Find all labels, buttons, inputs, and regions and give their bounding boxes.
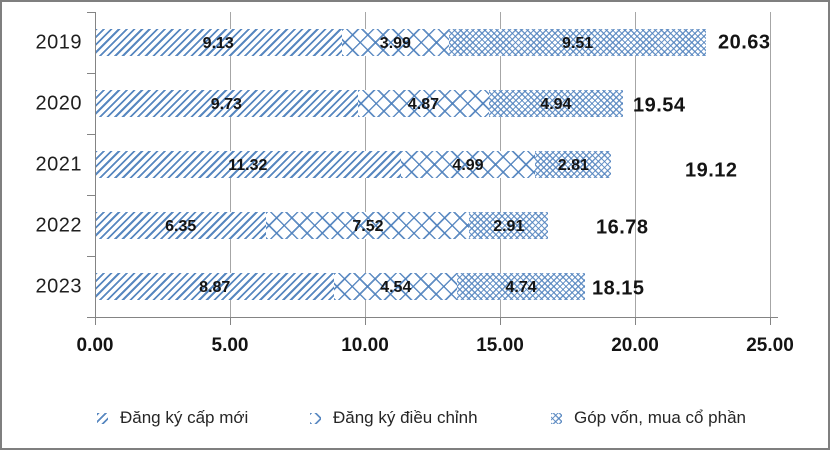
segment-value-label: 9.73: [210, 95, 242, 113]
x-axis-tick: [365, 317, 366, 325]
x-axis-tick-label: 25.00: [746, 335, 794, 356]
x-axis-tick-label: 15.00: [476, 335, 524, 356]
bar-segment-series1-2020: [95, 90, 358, 117]
legend-label: Góp vốn, mua cổ phần: [574, 408, 747, 427]
total-value-label-2020: 19.54: [633, 94, 686, 116]
segment-value-label: 4.74: [505, 278, 537, 296]
category-label-2023: 2023: [35, 275, 82, 297]
total-value-label-2023: 18.15: [592, 277, 645, 299]
category-label-2022: 2022: [35, 214, 82, 236]
bar-segment-series2-2021: [400, 151, 536, 178]
dense-crosshatch-swatch-icon: [551, 412, 562, 424]
bar-segment-series2-2023: [334, 273, 458, 300]
bar-segment-series1-2019: [95, 29, 342, 56]
segment-value-label: 4.99: [452, 156, 484, 174]
segment-value-label: 6.35: [165, 217, 197, 235]
x-axis-tick: [770, 317, 771, 325]
x-axis-tick-label: 5.00: [211, 335, 249, 356]
bar-segment-series1-2023: [95, 273, 335, 300]
legend-label: Đăng ký điều chỉnh: [333, 408, 478, 427]
legend: Đăng ký cấp mới Đăng ký điều chỉnh Góp v…: [2, 406, 828, 432]
x-axis-tick: [230, 317, 231, 325]
bar-segment-series1-2021: [95, 151, 401, 178]
segment-value-label: 9.13: [202, 34, 234, 52]
segment-value-label: 2.91: [493, 217, 525, 235]
legend-item-dang-ky-cap-moi: Đăng ký cấp mới: [97, 406, 248, 430]
legend-label: Đăng ký cấp mới: [120, 408, 249, 427]
x-axis-tick: [95, 317, 96, 325]
segment-value-label: 2.81: [557, 156, 589, 174]
y-axis-line: [95, 12, 96, 317]
segment-value-label: 3.99: [379, 34, 411, 52]
bar-segment-series2-2022: [266, 212, 470, 239]
bar-segment-series1-2022: [95, 212, 267, 239]
gridline: [635, 12, 636, 317]
segment-value-label: 4.54: [380, 278, 412, 296]
x-axis-tick-label: 20.00: [611, 335, 659, 356]
bar-segment-series3-2022: [469, 212, 549, 239]
segment-value-label: 8.87: [199, 278, 231, 296]
y-axis-tick: [87, 134, 95, 135]
large-crosshatch-swatch-icon: [310, 412, 321, 424]
bar-segment-series2-2020: [357, 90, 490, 117]
bar-segment-series3-2023: [457, 273, 586, 300]
bar-segment-series3-2020: [489, 90, 623, 117]
x-axis-line: [95, 317, 778, 318]
y-axis-tick: [87, 195, 95, 196]
bar-segment-series3-2019: [449, 29, 706, 56]
y-axis-tick: [87, 256, 95, 257]
category-label-2020: 2020: [35, 92, 82, 114]
gridline: [770, 12, 771, 317]
x-axis-tick-label: 0.00: [76, 335, 114, 356]
y-axis-tick: [87, 317, 95, 318]
legend-item-dang-ky-dieu-chinh: Đăng ký điều chỉnh: [310, 406, 478, 430]
y-axis-tick: [87, 12, 95, 13]
total-value-label-2022: 16.78: [596, 216, 649, 238]
bar-segment-series2-2019: [341, 29, 450, 56]
segment-value-label: 9.51: [562, 34, 594, 52]
diagonal-hatch-swatch-icon: [97, 412, 108, 424]
segment-value-label: 4.94: [540, 95, 572, 113]
segment-value-label: 7.52: [352, 217, 384, 235]
segment-value-label: 11.32: [228, 156, 268, 174]
category-label-2019: 2019: [35, 31, 82, 53]
category-label-2021: 2021: [35, 153, 82, 175]
x-axis-tick: [500, 317, 501, 325]
total-value-label-2021: 19.12: [685, 159, 738, 181]
bar-segment-series3-2021: [535, 151, 612, 178]
x-axis-tick: [635, 317, 636, 325]
total-value-label-2019: 20.63: [718, 31, 771, 53]
y-axis-tick: [87, 73, 95, 74]
segment-value-label: 4.87: [407, 95, 440, 113]
x-axis-tick-label: 10.00: [341, 335, 389, 356]
legend-item-gop-von-mua-co-phan: Góp vốn, mua cổ phần: [551, 406, 746, 430]
